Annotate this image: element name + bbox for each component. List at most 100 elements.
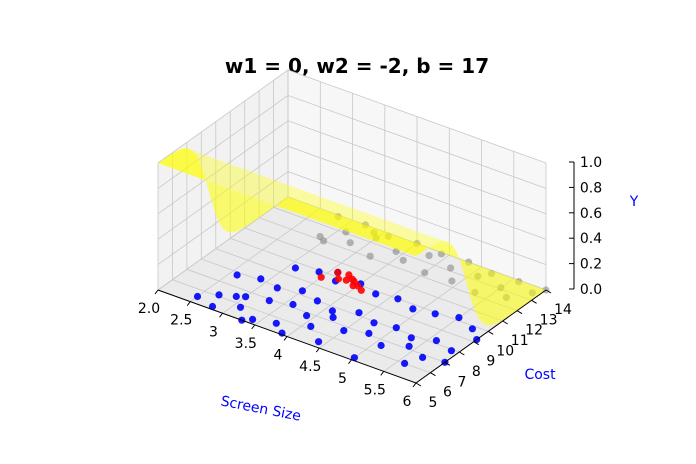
x-tick-mark [412, 382, 417, 388]
red-point [317, 273, 325, 281]
blue-point [257, 275, 265, 283]
red-point [349, 282, 357, 290]
blue-point [328, 307, 336, 315]
x-tick-label: 3 [209, 324, 218, 340]
gray-point [366, 252, 374, 260]
blue-point [455, 314, 463, 322]
blue-point [307, 322, 315, 330]
blue-point [249, 315, 257, 323]
x-tick-mark [251, 324, 256, 330]
blue-point [242, 293, 250, 301]
blue-point [419, 353, 427, 361]
y-tick-label: 6 [443, 385, 452, 401]
x-tick-label: 5.5 [364, 382, 386, 398]
y-tick-mark [516, 310, 523, 315]
x-tick-mark [154, 289, 159, 295]
z-tick-label: 0.2 [580, 257, 602, 273]
gray-point [399, 256, 407, 264]
z-tick-label: 1.0 [580, 155, 602, 171]
chart-title: w1 = 0, w2 = -2, b = 17 [225, 54, 489, 78]
y-tick-mark [473, 341, 480, 346]
z-tick-label: 0.0 [580, 282, 602, 298]
y-tick-label: 10 [496, 343, 514, 359]
gray-point [320, 237, 328, 245]
z-tick-label: 0.6 [580, 206, 602, 222]
blue-point [392, 324, 400, 332]
red-point [348, 275, 356, 283]
red-point [334, 275, 342, 283]
blue-point [431, 310, 439, 318]
y-tick-mark [531, 299, 537, 304]
x-tick-label: 4 [274, 348, 283, 364]
x-tick-mark [348, 359, 352, 365]
blue-point [409, 305, 417, 313]
z-grid-line [157, 69, 547, 164]
y-tick-mark [487, 330, 494, 335]
y-tick-label: 11 [511, 333, 529, 349]
y-tick-label: 9 [486, 354, 495, 370]
y-tick-label: 14 [554, 302, 572, 318]
z-grid-line [157, 145, 547, 240]
gray-point [425, 252, 433, 260]
y-axis-label: Cost [524, 367, 556, 383]
x-tick-mark [283, 336, 288, 341]
y-tick-mark [545, 289, 552, 294]
y-tick-mark [502, 320, 508, 325]
blue-point [208, 302, 217, 311]
y-axis-line [415, 289, 547, 384]
z-axis-label: Y [629, 194, 639, 210]
blue-point [298, 287, 306, 295]
x-tick-label: 3.5 [235, 336, 257, 352]
z-grid-line [157, 171, 547, 265]
y-tick-mark [444, 361, 451, 366]
surface-plateau [158, 148, 445, 257]
blue-point [315, 338, 323, 346]
blue-point [377, 341, 385, 350]
x-tick-mark [315, 347, 320, 353]
blue-point [232, 292, 240, 301]
blue-point [372, 290, 380, 298]
blue-point [291, 264, 299, 272]
y-tick-mark [415, 382, 422, 387]
blue-point [432, 337, 440, 345]
x-tick-mark [380, 371, 385, 376]
z-tick-label: 0.8 [580, 180, 602, 196]
red-point [334, 268, 342, 276]
blue-point [193, 292, 202, 301]
x-tick-label: 2.5 [170, 313, 192, 329]
gray-point [346, 239, 354, 247]
gray-point [392, 247, 400, 256]
blue-point [405, 342, 413, 350]
x-tick-mark [219, 312, 223, 318]
blue-point [355, 309, 363, 317]
blue-point [303, 312, 311, 320]
blue-point [273, 284, 281, 292]
blue-point [289, 300, 297, 309]
y-tick-label: 5 [429, 395, 438, 411]
y-tick-label: 8 [472, 364, 481, 380]
x-tick-label: 4.5 [299, 359, 321, 375]
blue-point [233, 271, 241, 279]
blue-point [370, 319, 378, 327]
blue-point [215, 291, 223, 299]
y-tick-mark [459, 351, 465, 356]
blue-point [401, 359, 409, 367]
blue-point [340, 327, 348, 335]
blue-point [272, 319, 280, 327]
gray-point [421, 269, 429, 277]
z-grid-line [157, 120, 547, 215]
scatter-points-front [193, 264, 481, 367]
gray-point [447, 264, 455, 272]
z-tick-label: 0.4 [580, 231, 602, 247]
gray-point [448, 277, 456, 285]
blue-point [265, 297, 273, 305]
x-tick-mark [186, 301, 191, 306]
sigmoid-surface [158, 148, 546, 326]
blue-point [313, 297, 321, 305]
blue-point [236, 303, 245, 311]
surface-sheet [158, 148, 546, 326]
x-tick-label: 2.0 [138, 301, 160, 317]
z-grid-line [157, 94, 547, 189]
left-wall-pane [158, 70, 288, 290]
